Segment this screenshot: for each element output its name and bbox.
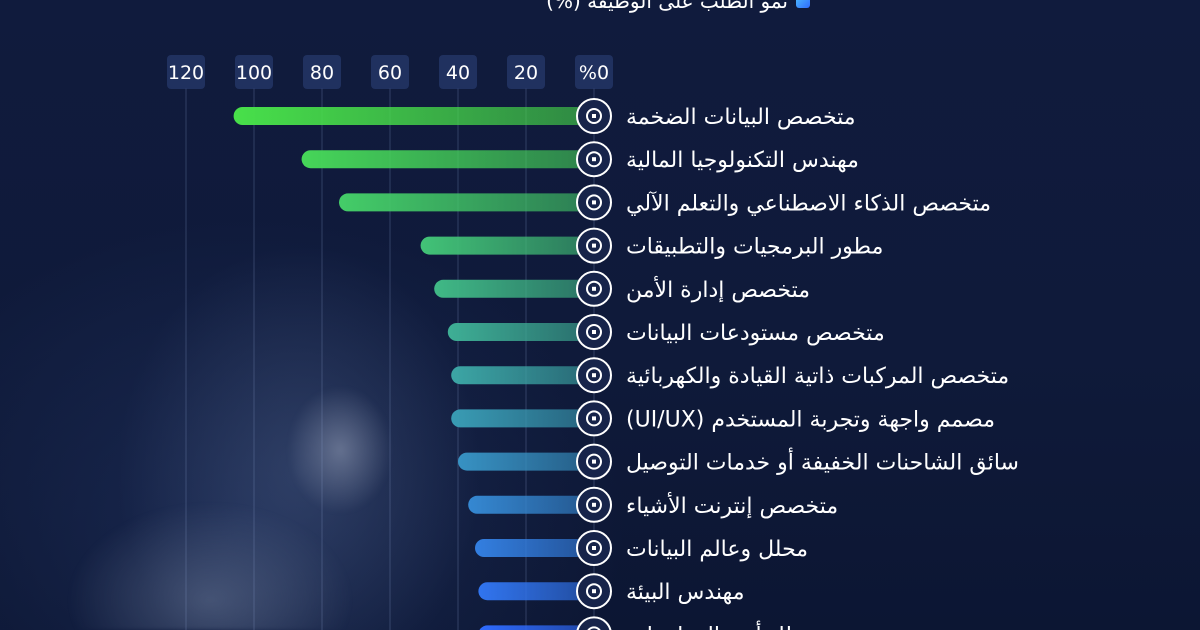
bar xyxy=(301,150,594,169)
cloud-storage-icon xyxy=(576,314,612,350)
category-label: متخصص البيانات الضخمة xyxy=(626,105,856,130)
x-tick-label: 40 xyxy=(446,62,470,84)
category-label: سائق الشاحنات الخفيفة أو خدمات التوصيل xyxy=(626,448,1019,476)
tick-label-box xyxy=(507,55,545,89)
category-label: متخصص إدارة الأمن xyxy=(626,276,810,303)
x-tick-label: 120 xyxy=(168,62,204,84)
category-label: مطور البرمجيات والتطبيقات xyxy=(626,235,883,260)
tick-label-box xyxy=(235,55,273,89)
bar xyxy=(475,539,594,557)
bar xyxy=(468,495,594,514)
laptop-icon xyxy=(576,400,612,437)
x-tick-label: 60 xyxy=(378,62,402,84)
x-tick-label: 80 xyxy=(310,62,334,84)
x-tick-label: 20 xyxy=(514,62,538,84)
bar xyxy=(447,323,594,341)
bar xyxy=(434,279,594,298)
category-label: محلل وعالم البيانات xyxy=(626,537,808,562)
x-tick-label: 100 xyxy=(236,62,272,84)
bar xyxy=(478,582,594,601)
bar xyxy=(458,452,594,471)
category-label: مهندس البيئة xyxy=(626,580,745,605)
tick-label-box xyxy=(371,55,409,89)
bar xyxy=(479,625,593,630)
app-gear-icon xyxy=(576,227,612,264)
data-analytics-icon xyxy=(576,98,612,134)
bar xyxy=(233,107,594,125)
document-icon xyxy=(576,616,612,630)
tick-label-box xyxy=(167,55,205,89)
category-label: متخصص الذكاء الاصطناعي والتعلم الآلي xyxy=(626,190,991,216)
database-gear-icon xyxy=(576,141,612,178)
bar-chart-icon xyxy=(576,530,612,566)
truck-icon xyxy=(576,443,612,480)
category-label: محلل أمن المعلومات xyxy=(626,620,819,630)
legend-label: نمو الطلب على الوظيفة (%) xyxy=(546,0,788,13)
tick-label-box xyxy=(303,55,341,89)
ai-head-icon xyxy=(576,184,612,221)
background-person-photo xyxy=(40,360,420,630)
bar xyxy=(420,236,594,255)
iot-gear-icon xyxy=(576,486,612,523)
tick-label-box xyxy=(575,55,613,89)
bar xyxy=(339,193,594,212)
tick-label-box xyxy=(439,55,477,89)
bar xyxy=(451,409,594,428)
category-label: مصمم واجهة وتجربة المستخدم (UI/UX) xyxy=(626,407,995,432)
globe-icon xyxy=(576,573,612,610)
legend-swatch xyxy=(796,0,810,8)
category-label: متخصص إنترنت الأشياء xyxy=(626,492,838,519)
bar xyxy=(451,366,594,385)
security-target-icon xyxy=(576,270,612,307)
x-tick-label: %0 xyxy=(579,62,609,84)
category-label: متخصص المركبات ذاتية القيادة والكهربائية xyxy=(626,364,1009,389)
car-icon xyxy=(576,357,612,394)
category-label: متخصص مستودعات البيانات xyxy=(626,321,885,346)
category-label: مهندس التكنولوجيا المالية xyxy=(626,148,859,173)
legend: نمو الطلب على الوظيفة (%) xyxy=(490,0,810,16)
